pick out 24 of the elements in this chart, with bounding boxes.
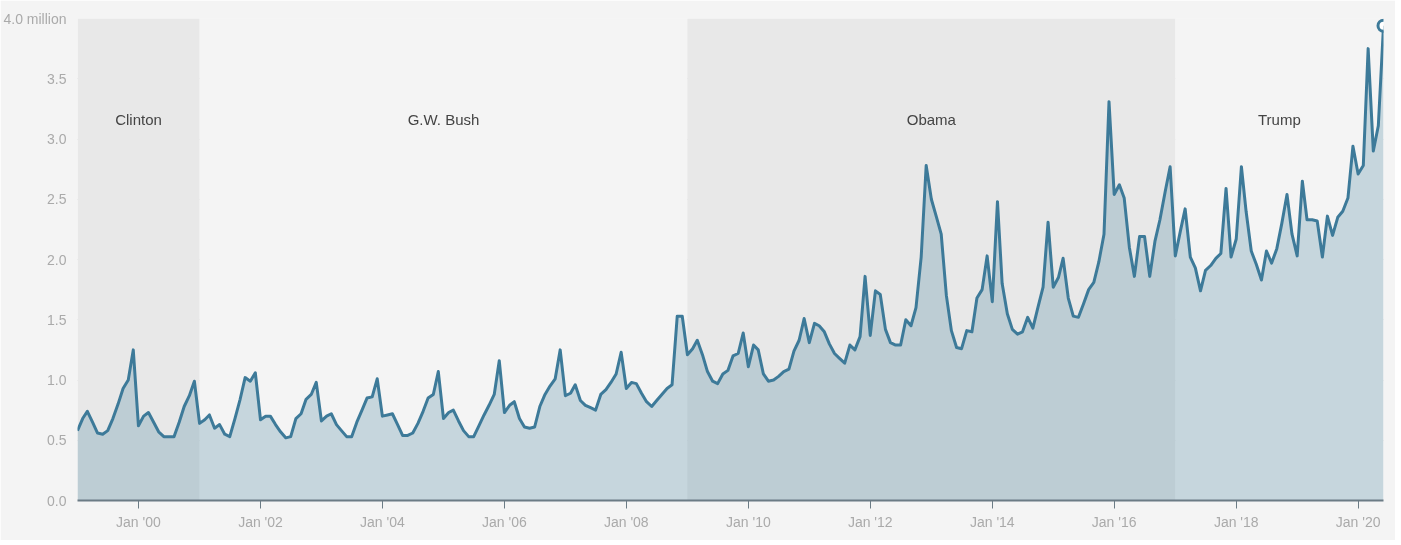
x-tick-label: Jan '10 bbox=[726, 513, 771, 530]
y-tick-label: 0.5 bbox=[47, 432, 67, 449]
x-tick-label: Jan '08 bbox=[603, 513, 649, 530]
x-tick-label: Jan '14 bbox=[969, 513, 1015, 530]
x-tick-label: Jan '12 bbox=[847, 513, 893, 530]
band-label: G.W. Bush bbox=[407, 111, 480, 129]
y-tick-label: 3.0 bbox=[47, 131, 67, 147]
band-label: Obama bbox=[906, 111, 957, 129]
y-tick-label: 2.5 bbox=[47, 191, 67, 208]
x-tick-label: Jan '04 bbox=[360, 513, 405, 530]
y-tick-label: 0.0 bbox=[47, 492, 67, 509]
y-tick-label: 1.5 bbox=[47, 311, 67, 328]
y-tick-label: 2.0 bbox=[47, 251, 67, 268]
band-label: Clinton bbox=[115, 111, 162, 129]
y-tick-label: 3.5 bbox=[47, 70, 67, 87]
y-tick-label: 4.0 million bbox=[3, 10, 67, 27]
x-tick-label: Jan '06 bbox=[482, 513, 527, 530]
band-label: Trump bbox=[1258, 111, 1301, 129]
x-tick-label: Jan '16 bbox=[1091, 513, 1137, 530]
x-tick-label: Jan '00 bbox=[116, 513, 162, 530]
y-tick-label: 1.0 bbox=[47, 372, 67, 388]
x-tick-label: Jan '18 bbox=[1213, 513, 1259, 530]
x-tick-label: Jan '02 bbox=[238, 513, 284, 530]
x-tick-label: Jan '20 bbox=[1335, 513, 1381, 530]
